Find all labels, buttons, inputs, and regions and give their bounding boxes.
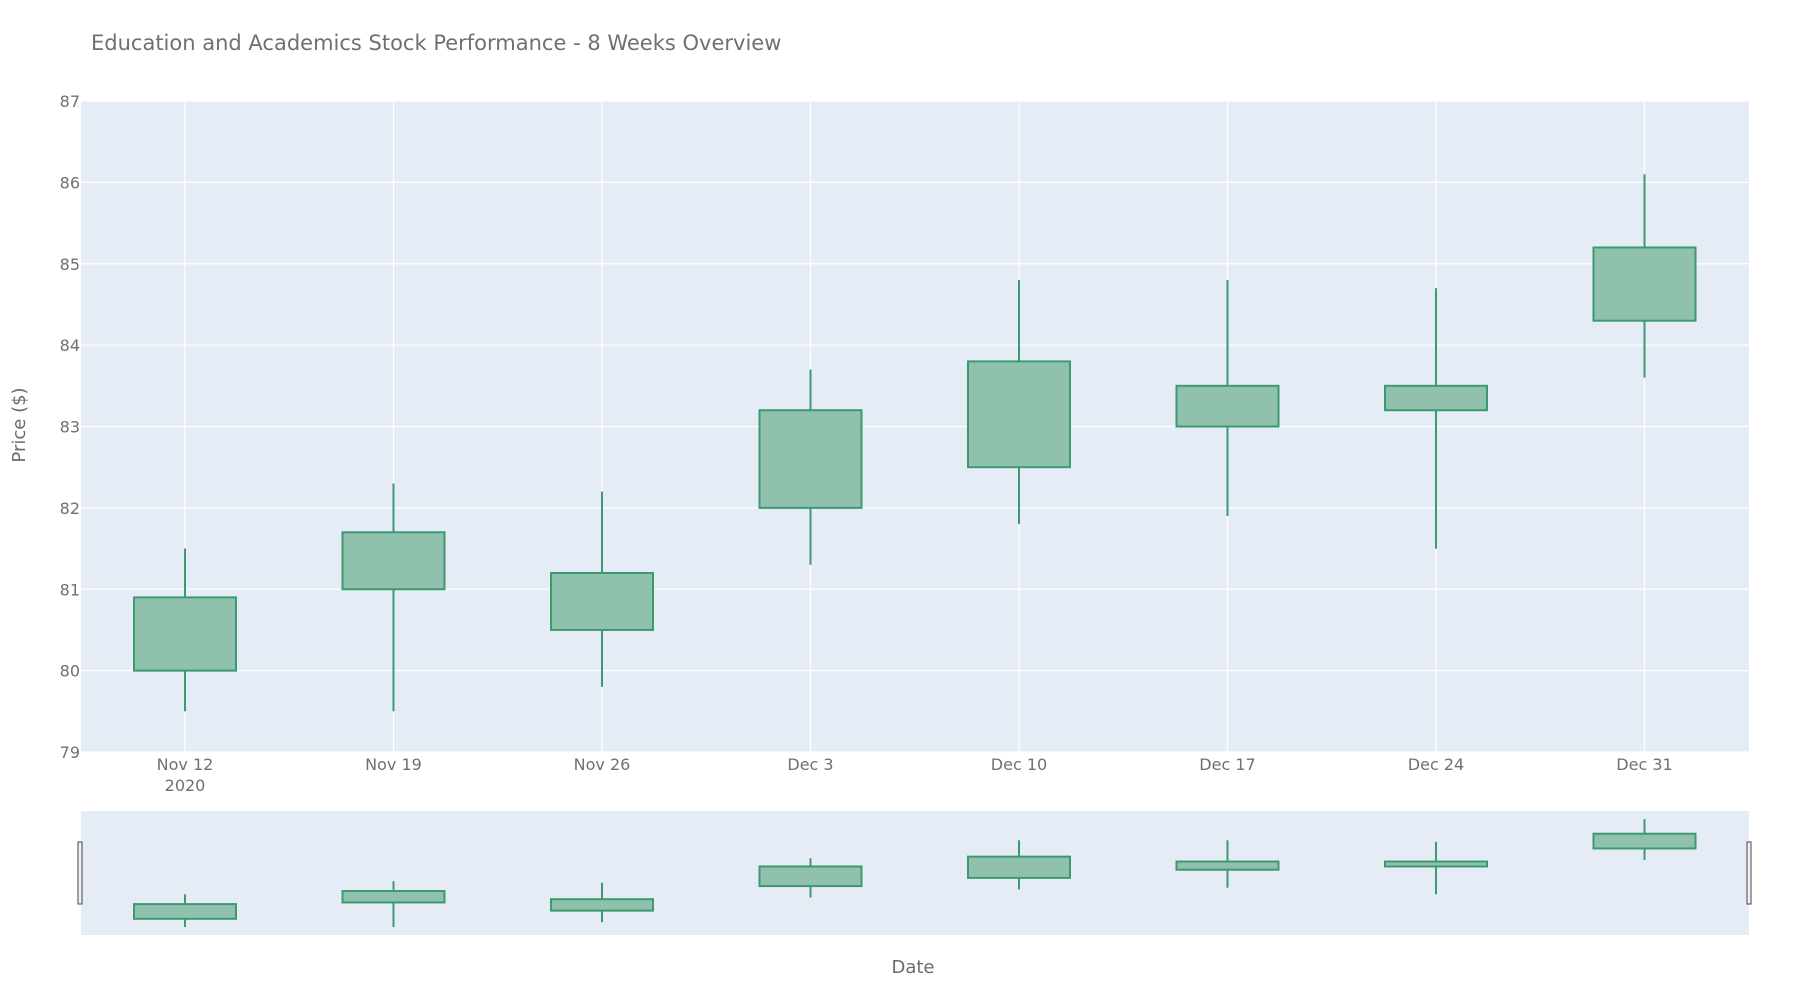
x-tick-label: Nov 26: [574, 755, 631, 774]
candle-body: [1592, 246, 1697, 322]
candle-body: [341, 531, 446, 591]
candlestick: [1592, 174, 1697, 378]
candle-body: [1384, 384, 1488, 412]
y-tick-label: 86: [60, 173, 80, 192]
y-axis-ticks: 79 80 81 82 83 84 85 86 87: [60, 92, 80, 762]
candle-body: [1175, 384, 1280, 428]
candlestick: [758, 369, 863, 565]
range-slider-candles: [133, 819, 1697, 927]
slider-candle-body: [967, 855, 1071, 879]
x-tick-label: Nov 12: [157, 755, 214, 774]
slider-candlestick: [1384, 841, 1488, 895]
x-tick-label: Dec 31: [1616, 755, 1672, 774]
y-tick-label: 81: [60, 580, 80, 599]
x-tick-label: Dec 17: [1199, 755, 1255, 774]
slider-candlestick: [341, 881, 446, 927]
y-tick-label: 87: [60, 92, 80, 111]
y-tick-label: 80: [60, 662, 80, 681]
chart-title: Education and Academics Stock Performanc…: [91, 31, 781, 55]
slider-candlestick: [967, 840, 1071, 890]
x-axis-title: Date: [891, 957, 934, 978]
slider-candlestick: [550, 882, 654, 923]
y-axis-title: Price ($): [9, 387, 30, 462]
y-tick-label: 82: [60, 499, 80, 518]
candlestick: [133, 548, 237, 712]
slider-candle-body: [1592, 832, 1697, 850]
x-tick-label: Dec 24: [1408, 755, 1464, 774]
slider-candle-body: [133, 903, 237, 920]
candlestick: [341, 483, 446, 712]
candle-body: [758, 409, 863, 509]
range-slider[interactable]: [81, 811, 1749, 935]
range-slider-right-handle[interactable]: [1746, 841, 1752, 905]
candle-body: [550, 571, 654, 631]
x-tick-year-label: 2020: [165, 776, 206, 795]
slider-candlestick: [758, 858, 863, 898]
candlestick: [967, 280, 1071, 525]
x-tick-label: Dec 3: [787, 755, 833, 774]
x-axis-ticks: Nov 12 Nov 19 Nov 26 Dec 3 Dec 10 Dec 17 Dec 2…: [157, 755, 1673, 795]
x-tick-label: Dec 10: [991, 755, 1047, 774]
candlestick-series: [133, 174, 1697, 712]
y-tick-label: 83: [60, 418, 80, 437]
slider-candlestick: [133, 894, 237, 927]
slider-candlestick: [1175, 840, 1280, 888]
y-tick-label: 85: [60, 255, 80, 274]
slider-candle-body: [1384, 860, 1488, 868]
range-slider-left-handle[interactable]: [77, 841, 83, 905]
x-tick-label: Nov 19: [365, 755, 422, 774]
slider-candle-body: [341, 890, 446, 904]
slider-candle-body: [550, 898, 654, 912]
y-tick-label: 79: [60, 743, 80, 762]
slider-candle-body: [1175, 860, 1280, 871]
candle-body: [133, 596, 237, 672]
y-tick-label: 84: [60, 336, 80, 355]
slider-candlestick: [1592, 819, 1697, 860]
candlestick: [1175, 280, 1280, 517]
candlestick: [1384, 288, 1488, 549]
slider-candle-body: [758, 865, 863, 888]
candlestick: [550, 491, 654, 687]
candle-body: [967, 360, 1071, 469]
